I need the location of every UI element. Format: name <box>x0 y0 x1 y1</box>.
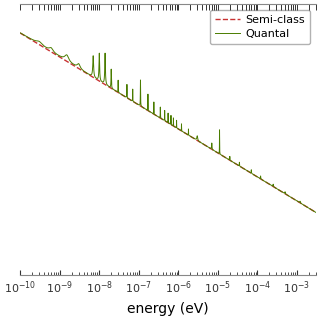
Semi-class <box>18 31 22 35</box>
X-axis label: energy (eV): energy (eV) <box>127 302 209 316</box>
Semi-class <box>314 211 318 214</box>
Quantal <box>170 123 173 127</box>
Quantal <box>314 211 318 214</box>
Quantal <box>95 76 99 80</box>
Quantal <box>18 31 22 35</box>
Semi-class <box>95 77 99 81</box>
Semi-class <box>34 41 38 44</box>
Semi-class <box>174 125 178 129</box>
Semi-class <box>170 123 173 127</box>
Quantal <box>62 55 66 59</box>
Line: Semi-class: Semi-class <box>20 33 316 212</box>
Semi-class <box>62 58 66 61</box>
Quantal <box>174 125 178 129</box>
Quantal <box>34 39 38 43</box>
Quantal <box>198 140 202 144</box>
Line: Quantal: Quantal <box>20 33 316 212</box>
Semi-class <box>198 140 202 144</box>
Legend: Semi-class, Quantal: Semi-class, Quantal <box>210 10 310 44</box>
